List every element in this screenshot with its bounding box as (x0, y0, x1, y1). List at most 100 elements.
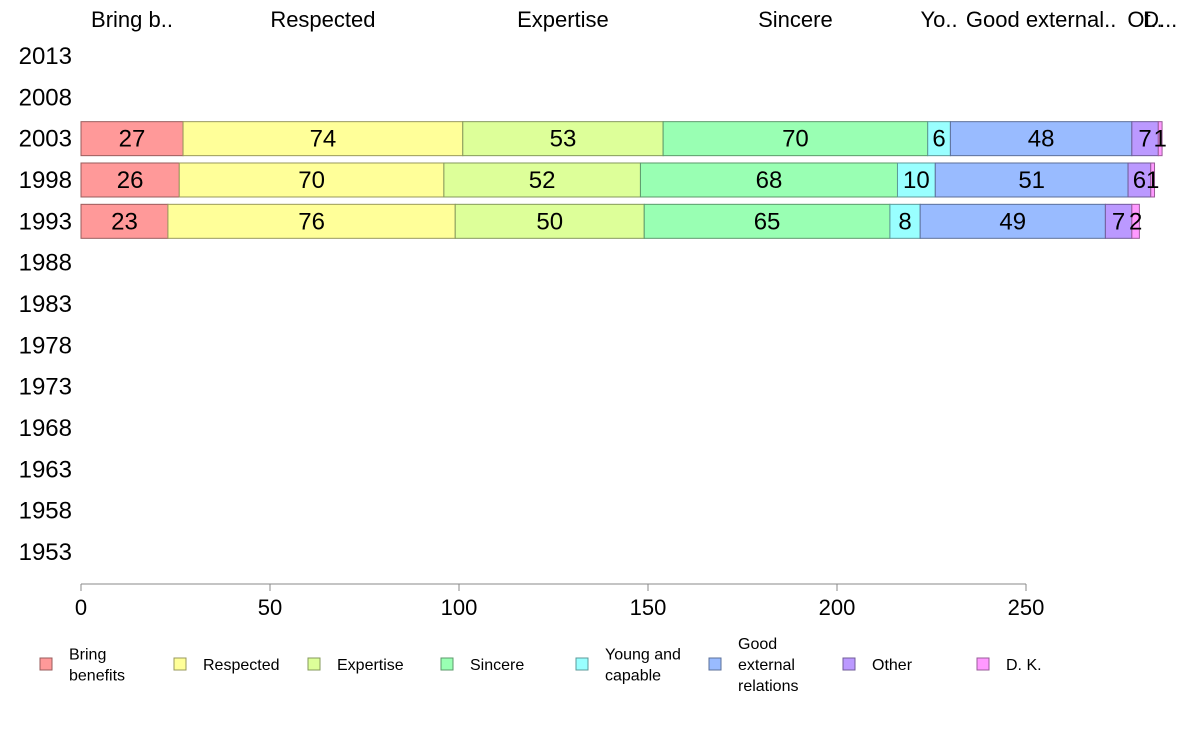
y-tick-label: 1973 (19, 374, 72, 401)
data-label: 26 (117, 167, 144, 194)
bar-segment (1131, 121, 1159, 157)
bar-segment (896, 162, 936, 198)
bar-segment (1104, 203, 1133, 239)
x-tick-label: 0 (75, 595, 87, 620)
bar-segment (949, 121, 1133, 157)
column-header: Respected (270, 7, 375, 32)
legend-label-line: Bring (69, 647, 106, 664)
legend-label-line: capable (605, 668, 661, 685)
y-tick-label: 1958 (19, 498, 72, 525)
column-header: Yo.. (920, 7, 957, 32)
bar-segment (889, 203, 921, 239)
legend-label: Other (872, 657, 913, 674)
column-header: Expertise (517, 7, 609, 32)
y-tick-label: 1953 (19, 539, 72, 566)
y-tick-label: 1988 (19, 250, 72, 277)
data-label: 27 (119, 126, 146, 153)
bar-segment (643, 203, 891, 239)
bar-segment (178, 162, 445, 198)
legend-label-line: Other (872, 657, 913, 674)
column-header: Good external.. (966, 7, 1116, 32)
bar-segment (182, 121, 464, 157)
data-label: 7 (1112, 208, 1125, 235)
legend-swatch (575, 657, 589, 671)
bar-segment (1157, 121, 1163, 157)
legend-swatch (976, 657, 990, 671)
data-label: 1 (1146, 167, 1159, 194)
bar-segment (1150, 162, 1156, 198)
legend-swatch (39, 657, 53, 671)
legend-label: Expertise (337, 657, 404, 674)
legend-swatch (440, 657, 454, 671)
legend-label-line: Sincere (470, 657, 524, 674)
legend-label-line: external (738, 657, 795, 674)
legend-swatch (708, 657, 722, 671)
legend-label: Respected (203, 657, 280, 674)
bar-segment (934, 162, 1129, 198)
bar-segment (80, 121, 184, 157)
x-tick-label: 250 (1008, 595, 1045, 620)
legend-label-line: relations (738, 678, 798, 695)
x-tick-label: 50 (258, 595, 282, 620)
column-header: Sincere (758, 7, 833, 32)
data-label: 10 (903, 167, 930, 194)
data-label: 74 (310, 126, 337, 153)
bar-segment (167, 203, 456, 239)
bar-segment (454, 203, 645, 239)
column-header: D... (1143, 7, 1177, 32)
column-header: Ot.. (1127, 7, 1162, 32)
y-tick-label: 1983 (19, 291, 72, 318)
data-label: 2 (1129, 208, 1142, 235)
legend-label-line: D. K. (1006, 657, 1042, 674)
y-tick-label: 1998 (19, 167, 72, 194)
x-tick-label: 200 (819, 595, 856, 620)
bar-segment (639, 162, 898, 198)
legend-label: D. K. (1006, 657, 1042, 674)
data-label: 50 (536, 208, 563, 235)
x-tick-label: 150 (630, 595, 667, 620)
y-tick-label: 2008 (19, 84, 72, 111)
legend-label: Bring benefits (69, 647, 125, 685)
column-header: Bring b.. (91, 7, 173, 32)
bar-segment (462, 121, 664, 157)
y-tick-label: 1968 (19, 415, 72, 442)
legend-swatch (307, 657, 321, 671)
legend-label-line: Expertise (337, 657, 404, 674)
legend-label-line: Good (738, 636, 777, 653)
data-label: 68 (756, 167, 783, 194)
data-label: 51 (1018, 167, 1045, 194)
x-tick-label: 100 (441, 595, 478, 620)
data-label: 52 (529, 167, 556, 194)
data-label: 23 (111, 208, 138, 235)
bar-segment (443, 162, 641, 198)
y-tick-label: 2013 (19, 43, 72, 70)
y-tick-label: 1978 (19, 332, 72, 359)
legend-swatch (173, 657, 187, 671)
legend-label-line: Young and (605, 647, 681, 664)
data-label: 49 (999, 208, 1026, 235)
data-label: 70 (782, 126, 809, 153)
data-label: 8 (898, 208, 911, 235)
y-tick-label: 2003 (19, 126, 72, 153)
data-label: 7 (1138, 126, 1151, 153)
data-label: 76 (298, 208, 325, 235)
legend-label: Young and capable (605, 647, 681, 685)
data-label: 65 (754, 208, 781, 235)
legend-label: Sincere (470, 657, 524, 674)
data-label: 48 (1028, 126, 1055, 153)
data-label: 70 (298, 167, 325, 194)
data-label: 53 (550, 126, 577, 153)
legend-swatch (842, 657, 856, 671)
legend-label-line: benefits (69, 668, 125, 685)
bar-segment (80, 162, 180, 198)
bar-segment (1131, 203, 1140, 239)
legend-label-line: Respected (203, 657, 280, 674)
bar-segment (919, 203, 1106, 239)
legend-label: Good external relations (738, 636, 798, 695)
data-label: 1 (1154, 126, 1167, 153)
y-tick-label: 1993 (19, 208, 72, 235)
data-label: 6 (932, 126, 945, 153)
data-label: 6 (1133, 167, 1146, 194)
y-tick-label: 1963 (19, 456, 72, 483)
